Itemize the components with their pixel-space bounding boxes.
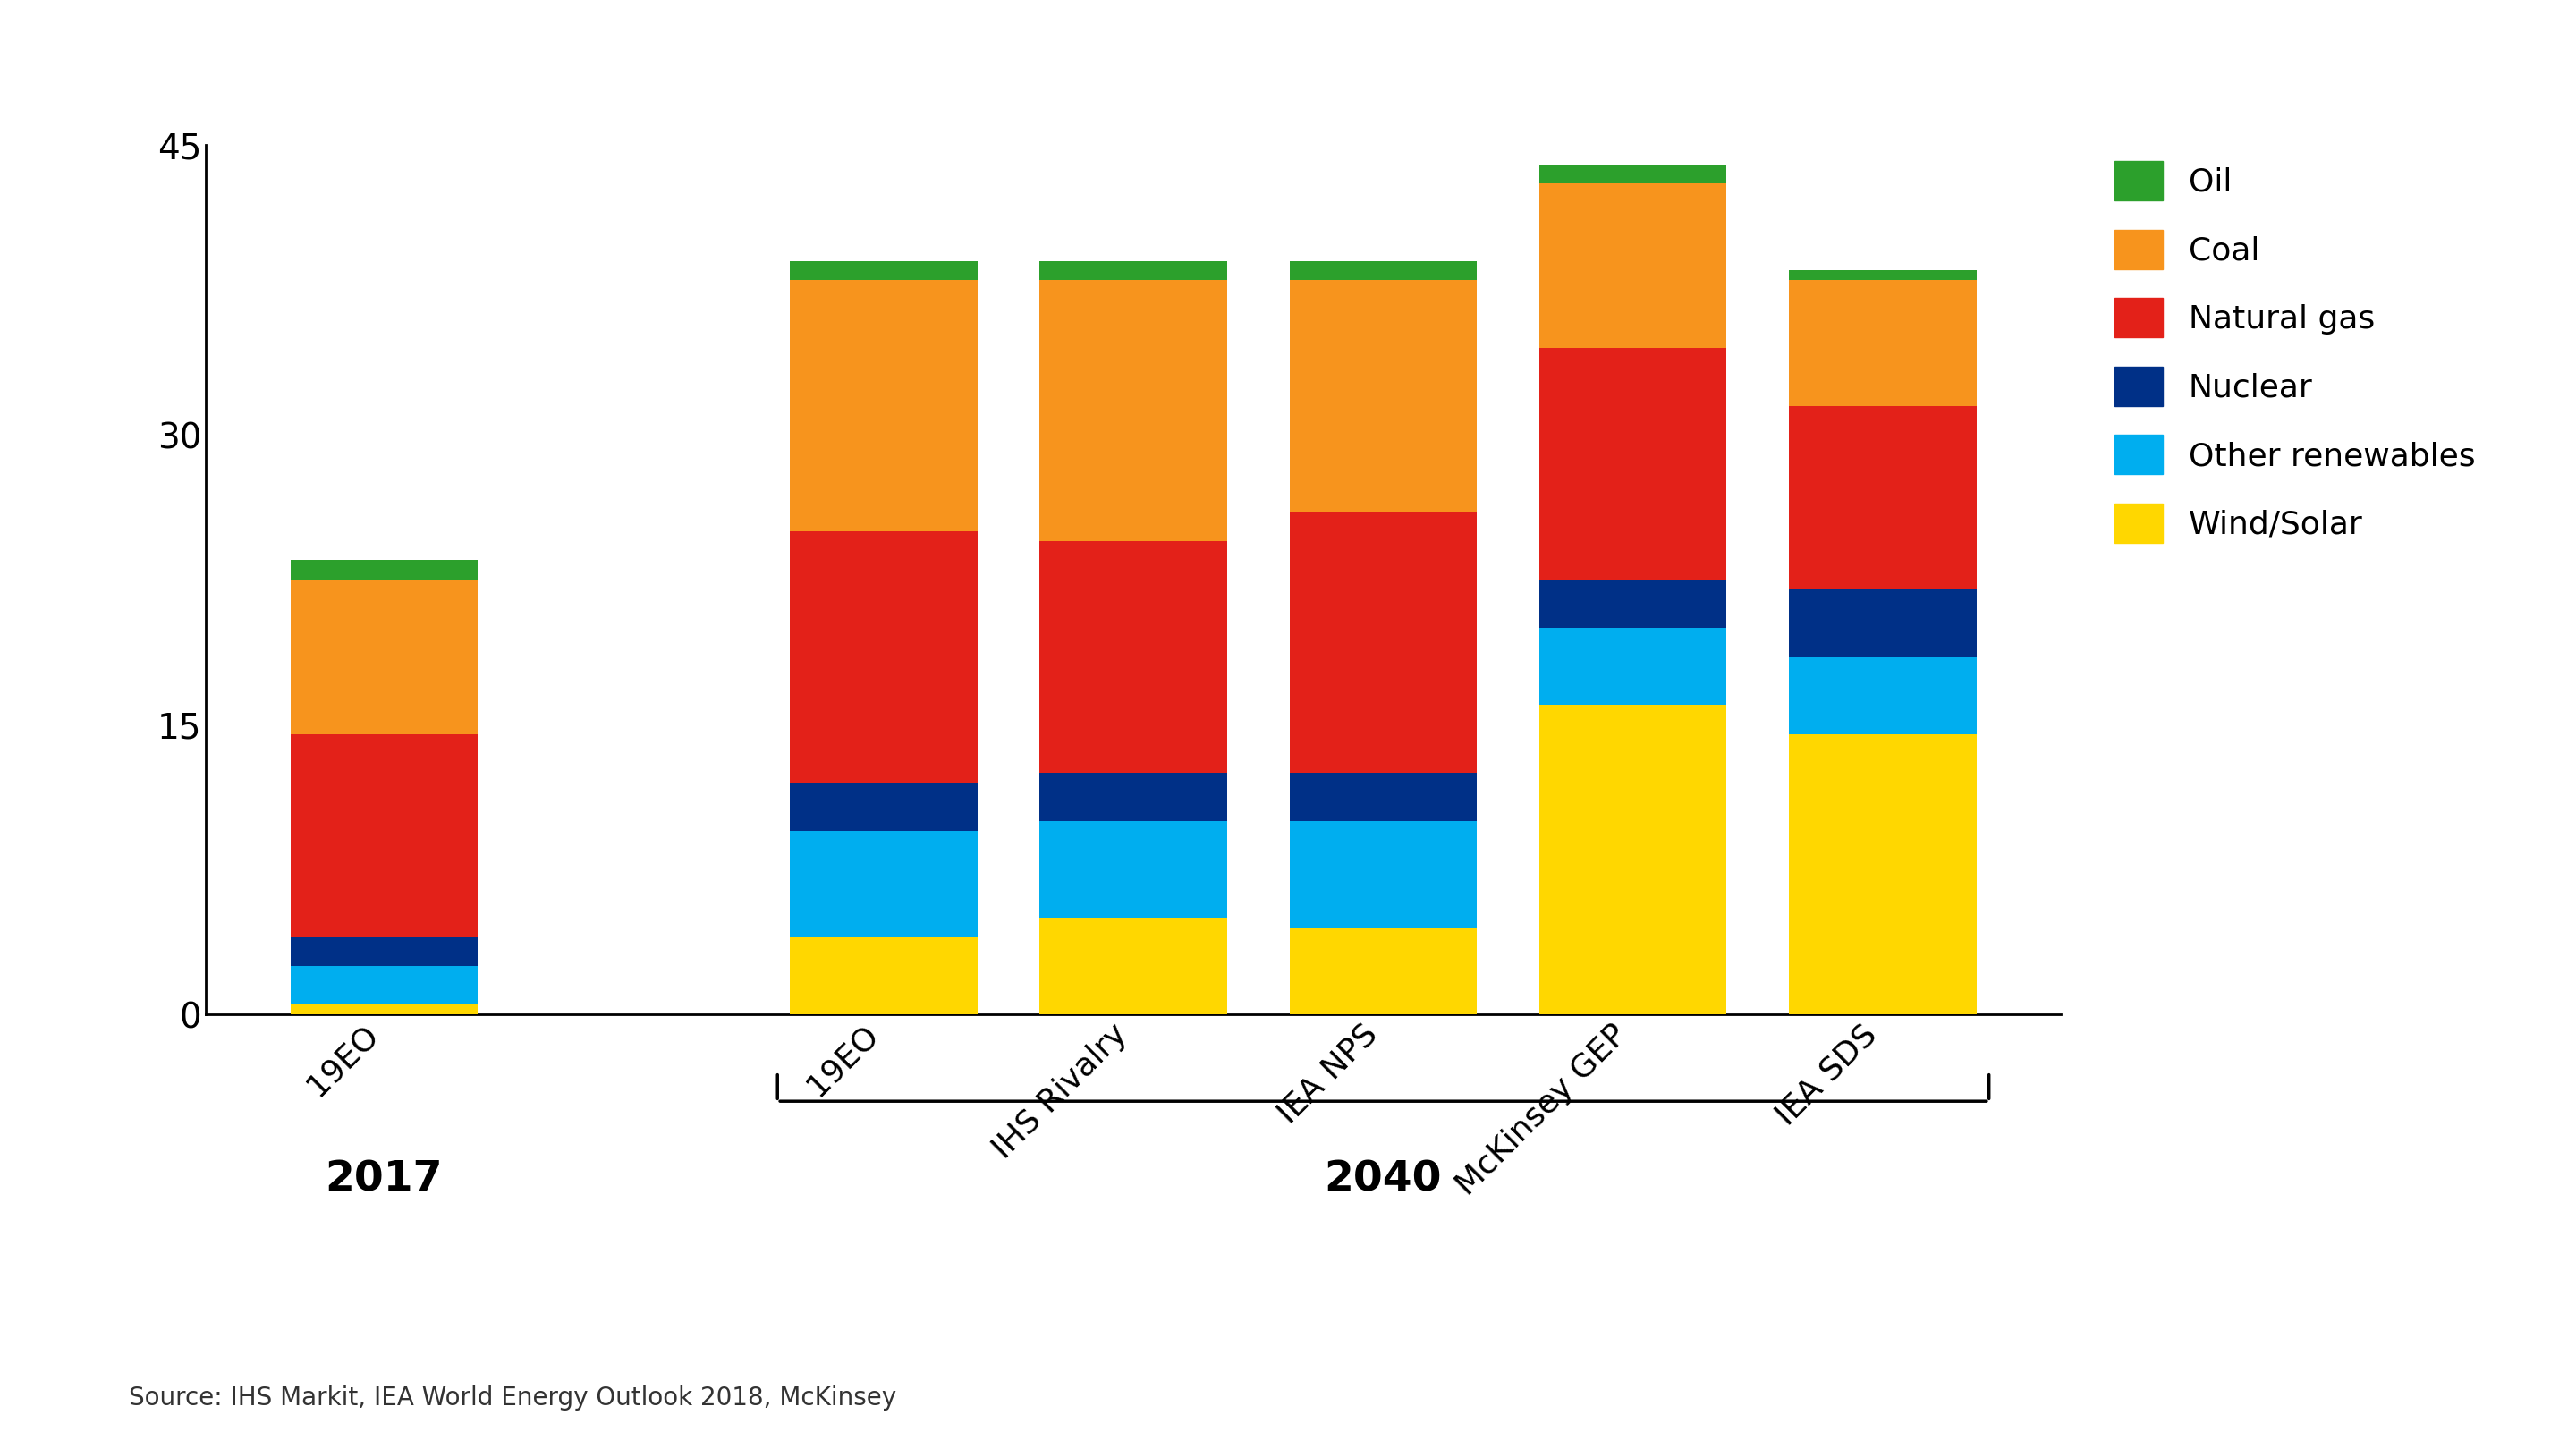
Bar — [1790, 735, 1976, 1014]
Bar — [291, 966, 477, 1004]
Bar — [791, 532, 976, 782]
Bar — [291, 580, 477, 735]
Bar — [1041, 280, 1226, 540]
Text: Source: IHS Markit, IEA World Energy Outlook 2018, McKinsey: Source: IHS Markit, IEA World Energy Out… — [129, 1385, 896, 1411]
Bar — [1790, 271, 1976, 280]
Text: 2040: 2040 — [1324, 1159, 1443, 1200]
Legend: Oil, Coal, Natural gas, Nuclear, Other renewables, Wind/Solar: Oil, Coal, Natural gas, Nuclear, Other r… — [2115, 161, 2476, 543]
Bar — [791, 280, 976, 532]
Bar — [1041, 772, 1226, 822]
Bar — [1041, 540, 1226, 772]
Bar — [1291, 261, 1476, 280]
Bar — [1790, 280, 1976, 406]
Bar — [1291, 822, 1476, 927]
Bar — [1790, 406, 1976, 590]
Bar — [1540, 184, 1726, 348]
Bar — [1291, 772, 1476, 822]
Bar — [1540, 348, 1726, 580]
Bar — [1041, 822, 1226, 917]
Bar — [791, 938, 976, 1014]
Bar — [791, 830, 976, 938]
Bar — [1790, 590, 1976, 656]
Bar — [1041, 917, 1226, 1014]
Bar — [291, 735, 477, 938]
Bar — [291, 561, 477, 580]
Bar — [291, 1004, 477, 1014]
Bar — [291, 938, 477, 966]
Bar — [1291, 511, 1476, 772]
Bar — [791, 261, 976, 280]
Bar — [1790, 656, 1976, 735]
Text: 2017: 2017 — [325, 1159, 443, 1200]
Bar — [1041, 261, 1226, 280]
Bar — [1540, 164, 1726, 184]
Bar — [1291, 927, 1476, 1014]
Bar — [1540, 580, 1726, 627]
Bar — [1540, 627, 1726, 706]
Bar — [791, 782, 976, 830]
Bar — [1291, 280, 1476, 511]
Bar — [1540, 706, 1726, 1014]
